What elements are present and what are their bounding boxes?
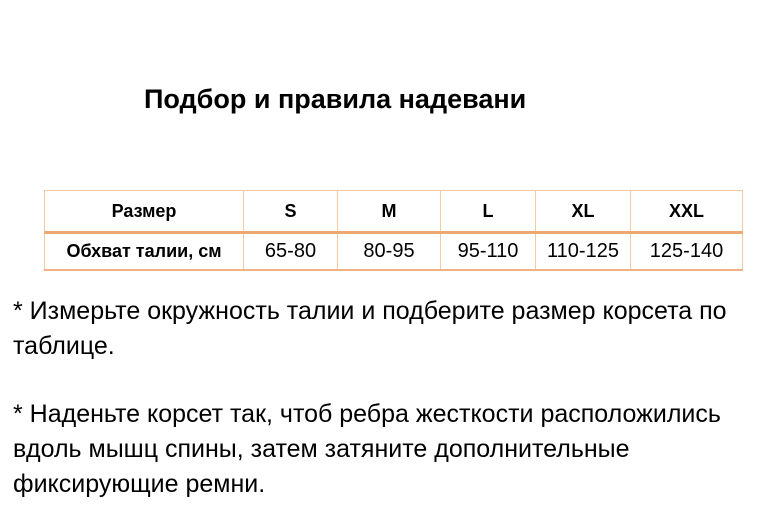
note-wear: * Наденьте корсет так, чтоб ребра жестко…	[13, 397, 770, 502]
cell-waist-l: 95-110	[440, 232, 536, 271]
header-cell-s: S	[243, 190, 338, 234]
cell-waist-label: Обхват талии, см	[44, 232, 244, 271]
note-line: * Наденьте корсет так, чтоб ребра жестко…	[13, 400, 721, 428]
page-title: Подбор и правила надевани	[144, 84, 527, 114]
note-measure: * Измерьте окружность талии и подберите …	[13, 294, 770, 364]
notes-section: * Измерьте окружность талии и подберите …	[13, 294, 770, 502]
note-line: фиксирующие ремни.	[13, 470, 266, 498]
cell-waist-xxl: 125-140	[630, 232, 743, 271]
header-cell-xl: XL	[535, 190, 631, 234]
header-cell-xxl: XXL	[630, 190, 743, 234]
size-table-data-row: Обхват талии, см 65-80 80-95 95-110 110-…	[44, 232, 743, 271]
size-table-header-row: Размер S M L XL XXL	[44, 190, 743, 234]
cell-waist-m: 80-95	[337, 232, 441, 271]
cell-waist-xl: 110-125	[535, 232, 631, 271]
size-table: Размер S M L XL XXL Обхват талии, см 65-…	[44, 190, 743, 271]
note-line: * Измерьте окружность талии и подберите …	[13, 297, 727, 325]
note-line: вдоль мышц спины, затем затяните дополни…	[13, 435, 630, 463]
header-cell-l: L	[440, 190, 536, 234]
header-cell-m: M	[337, 190, 441, 234]
note-line: таблице.	[13, 332, 115, 360]
header-cell-size-label: Размер	[44, 190, 244, 234]
cell-waist-s: 65-80	[243, 232, 338, 271]
